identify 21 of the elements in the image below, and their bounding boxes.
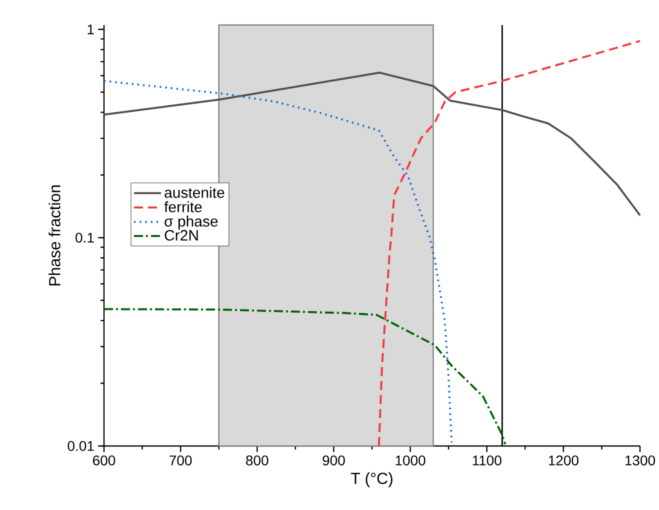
y-tick-label: 1 <box>88 24 94 34</box>
legend-label: austenite <box>164 186 224 198</box>
x-tick-label: 1200 <box>548 455 578 466</box>
y-axis-title: Phase fraction <box>48 185 60 286</box>
line-series <box>103 80 453 444</box>
legend-label: Cr2N <box>164 230 198 241</box>
y-tick-label: 0.01 <box>68 441 94 451</box>
x-tick-label: 900 <box>322 455 345 466</box>
x-tick-label: 1300 <box>625 455 656 466</box>
x-tick-label: 700 <box>170 455 192 466</box>
x-tick-label: 1000 <box>396 455 426 466</box>
line-series <box>103 72 641 216</box>
line-series <box>103 308 506 446</box>
y-tick-label: 0.1 <box>76 232 94 243</box>
x-tick-label: 1100 <box>472 455 502 466</box>
legend-label: σ phase <box>164 216 218 230</box>
line-series <box>378 40 641 447</box>
x-axis-title: T (°C) <box>350 472 392 488</box>
x-tick-label: 600 <box>93 455 116 466</box>
legend-label: ferrite <box>164 201 202 212</box>
x-tick-label: 800 <box>246 455 268 466</box>
